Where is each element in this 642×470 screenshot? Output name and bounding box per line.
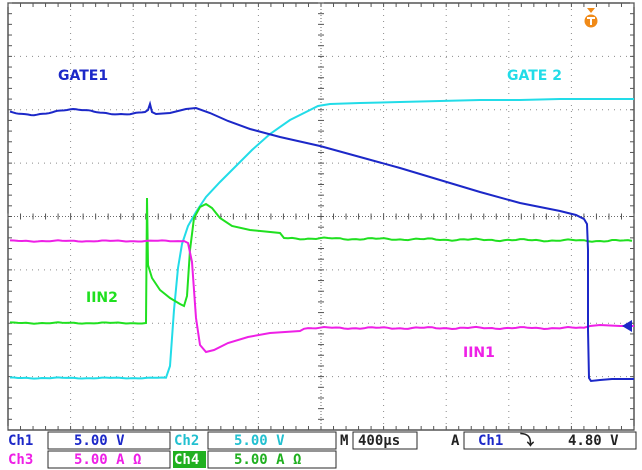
- timebase-prefix: M: [340, 433, 348, 449]
- trigger-prefix: A: [451, 433, 460, 449]
- trigger-position-icon: [584, 8, 598, 28]
- ch3-label: Ch3: [8, 452, 33, 468]
- iin1-trace: [9, 239, 634, 354]
- timebase-value: 400µs: [358, 433, 400, 449]
- ch3-scale: 5.00 A Ω: [74, 452, 141, 468]
- ch3-scale-box: [47, 450, 171, 469]
- status-bar: Ch1 5.00 V Ch2 5.00 V M 400µs A Ch1 ⤵ 4.…: [8, 431, 637, 469]
- gate1-trace: [9, 100, 634, 383]
- ch4-label: Ch4: [174, 452, 199, 468]
- gate1-label: GATE1: [58, 68, 108, 84]
- ch2-label: Ch2: [174, 433, 199, 449]
- iin2-label: IIN2: [86, 290, 118, 306]
- iin1-label: IIN1: [463, 345, 495, 361]
- trigger-source: Ch1: [478, 433, 503, 449]
- ch2-scale: 5.00 V: [234, 433, 285, 449]
- ch1-label: Ch1: [8, 433, 33, 449]
- trigger-level: 4.80 V: [568, 433, 619, 449]
- ch2-scale-box: [207, 431, 337, 450]
- iin2-trace: [9, 197, 633, 325]
- gate2-label: GATE 2: [507, 68, 562, 84]
- gate2-trace: [10, 98, 634, 380]
- ch1-scale: 5.00 V: [74, 433, 125, 449]
- trigger-slope-icon: ⤵: [520, 432, 535, 449]
- trigger-level-marker-icon: [622, 320, 632, 332]
- ch4-label-highlight: [173, 451, 206, 468]
- timebase-box: [352, 431, 418, 450]
- ch4-scale-box: [207, 450, 337, 469]
- ch4-scale: 5.00 A Ω: [234, 452, 301, 468]
- ch1-scale-box: [47, 431, 171, 450]
- trigger-box: [463, 431, 637, 450]
- graticule: [7, 2, 635, 431]
